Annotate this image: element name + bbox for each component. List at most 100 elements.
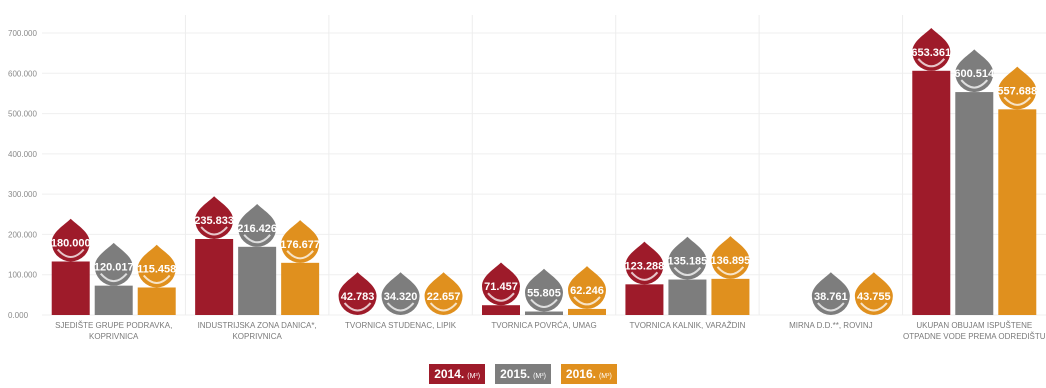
bar — [281, 262, 320, 315]
data-label: 557.688 — [997, 85, 1037, 97]
bar-highlight — [716, 266, 745, 276]
legend-unit: (M³) — [598, 373, 612, 380]
bar-drop-head — [94, 242, 133, 286]
bar-highlight — [429, 302, 458, 312]
data-label: 38.761 — [814, 291, 848, 303]
bar-drop-head — [338, 272, 377, 315]
data-label: 62.246 — [570, 285, 604, 297]
legend: 2014. (M³) 2015. (M³) 2016. (M³) — [0, 364, 1046, 384]
bar-highlight — [960, 79, 989, 89]
data-label: 42.783 — [341, 291, 375, 303]
bar-highlight — [487, 292, 515, 302]
category-label: UKUPAN OBUJAM ISPUŠTENE — [916, 321, 1032, 330]
bar — [482, 305, 520, 315]
bar-highlight — [860, 302, 888, 312]
y-tick-label: 0.000 — [8, 311, 29, 320]
legend-item: 2014. (M³) — [429, 364, 486, 384]
legend-item: 2015. (M³) — [495, 364, 551, 384]
bar-drop-head — [811, 272, 850, 315]
data-label: 216.426 — [237, 223, 277, 235]
bar-highlight — [630, 271, 659, 281]
bar-highlight — [673, 266, 702, 277]
bar-highlight — [573, 296, 601, 306]
data-label: 176.677 — [280, 239, 320, 251]
legend-item: 2016. (M³) — [560, 364, 617, 384]
data-label: 71.457 — [484, 281, 518, 293]
bar-drop-head — [137, 244, 176, 288]
data-label: 34.320 — [384, 291, 418, 303]
y-tick-label: 100.000 — [8, 271, 37, 280]
bar-highlight — [243, 234, 271, 244]
category-label: TVORNICA POVRĆA, UMAG — [491, 321, 596, 330]
bar — [955, 92, 994, 315]
bar — [668, 279, 707, 315]
bar — [912, 70, 951, 316]
bar-drop-head — [424, 272, 463, 315]
category-label: OTPADNE VODE PREMA ODREDIŠTU — [903, 332, 1046, 341]
category-label: TVORNICA STUDENAC, LIPIK — [345, 321, 457, 330]
legend-label: 2016. — [565, 367, 596, 381]
bar-highlight — [142, 274, 171, 284]
data-label: 120.017 — [94, 262, 134, 274]
data-label: 600.514 — [954, 68, 995, 80]
bar-drop-head — [381, 272, 420, 315]
category-label: KOPRIVNICA — [89, 332, 139, 341]
bar-drop-head — [238, 204, 277, 247]
bar-drop-head — [912, 28, 951, 71]
bar-drop-head — [854, 272, 893, 315]
category-label: KOPRIVNICA — [232, 332, 282, 341]
data-label: 123.288 — [625, 260, 665, 272]
y-tick-label: 500.000 — [8, 110, 37, 119]
bar — [94, 285, 133, 315]
bar — [238, 246, 277, 315]
bar-drop-head — [955, 49, 994, 93]
data-label: 653.361 — [911, 47, 951, 59]
y-tick-label: 400.000 — [8, 150, 37, 159]
data-label: 136.895 — [711, 255, 751, 267]
y-tick-label: 200.000 — [8, 230, 37, 239]
bar-drop-head — [998, 66, 1037, 110]
legend-label: 2014. — [434, 367, 465, 381]
bar-highlight — [530, 298, 558, 309]
bar — [568, 308, 606, 315]
bar — [711, 278, 750, 315]
bar-highlight — [817, 302, 845, 312]
data-label: 22.657 — [427, 291, 461, 303]
bar-highlight — [99, 272, 128, 283]
bar-highlight — [1003, 96, 1032, 106]
bar — [998, 109, 1037, 315]
y-tick-label: 300.000 — [8, 190, 37, 199]
bar-drop-head — [668, 236, 707, 280]
category-label: INDUSTRIJSKA ZONA DANICA*, — [198, 321, 317, 330]
bar-drop-head — [51, 218, 90, 262]
data-label: 180.000 — [51, 237, 91, 249]
bar-highlight — [286, 250, 314, 260]
bar — [195, 238, 234, 315]
bar-highlight — [386, 302, 415, 312]
y-tick-label: 700.000 — [8, 29, 37, 38]
bar — [137, 287, 176, 315]
bar-highlight — [917, 58, 946, 68]
data-label: 43.755 — [857, 291, 891, 303]
bar — [525, 311, 563, 315]
bar — [51, 261, 90, 315]
data-label: 135.185 — [668, 256, 708, 268]
legend-unit: (M³) — [467, 373, 481, 380]
legend-label: 2015. — [500, 367, 531, 381]
category-label: SJEDIŠTE GRUPE PODRAVKA, — [55, 321, 172, 330]
bar-highlight — [56, 248, 85, 258]
bar-highlight — [343, 302, 372, 312]
bar-highlight — [200, 226, 228, 236]
bar-drop-head — [625, 241, 664, 285]
category-label: TVORNICA KALNIK, VARAŽDIN — [629, 321, 745, 330]
data-label: 55.805 — [527, 288, 561, 300]
bar — [625, 284, 664, 315]
category-label: MIRNA D.D.**, ROVINJ — [789, 321, 873, 330]
data-label: 115.458 — [137, 263, 176, 275]
bar-drop-head — [525, 268, 563, 312]
bar-drop-head — [568, 266, 606, 309]
legend-unit: (M³) — [533, 373, 546, 380]
bar-drop-head — [482, 262, 520, 306]
bar-drop-head — [195, 196, 234, 239]
